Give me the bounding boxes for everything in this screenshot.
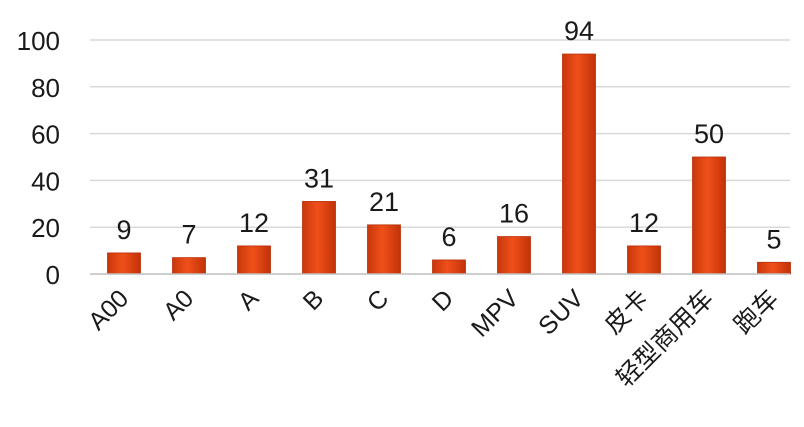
- x-tick-label-跑车: 跑车: [729, 284, 784, 339]
- y-tick-label-100: 100: [17, 26, 60, 56]
- x-tick-label-MPV: MPV: [466, 284, 524, 342]
- bar-皮卡: [627, 245, 661, 275]
- x-tick-label-皮卡: 皮卡: [599, 284, 654, 339]
- y-axis-ticks: 0 20 40 60 80 100: [17, 26, 60, 290]
- x-tick-label-C: C: [362, 284, 395, 317]
- bar-SUV: [562, 53, 596, 275]
- data-labels: 9 7 12 31 21 6 16 94 12 50 5: [116, 16, 781, 254]
- data-label-轻型商用车: 50: [694, 119, 724, 149]
- gridlines: [90, 39, 790, 228]
- x-tick-label-B: B: [298, 284, 330, 316]
- data-label-皮卡: 12: [629, 208, 659, 238]
- bar-A: [237, 245, 271, 275]
- x-tick-label-A00: A00: [83, 284, 134, 335]
- x-tick-label-SUV: SUV: [533, 284, 589, 340]
- bar-轻型商用车: [692, 156, 726, 275]
- data-label-A0: 7: [181, 220, 196, 250]
- data-label-跑车: 5: [766, 224, 781, 254]
- data-label-A: 12: [239, 208, 269, 238]
- x-tick-label-A: A: [233, 284, 265, 316]
- y-tick-label-20: 20: [31, 213, 60, 243]
- bar-C: [367, 224, 401, 275]
- x-tick-label-D: D: [427, 284, 460, 317]
- bar-A0: [172, 257, 206, 275]
- y-tick-label-80: 80: [31, 73, 60, 103]
- bars: [107, 53, 791, 275]
- bar-D: [432, 259, 466, 275]
- data-label-A00: 9: [116, 215, 131, 245]
- y-tick-label-0: 0: [46, 260, 60, 290]
- data-label-D: 6: [441, 222, 456, 252]
- data-label-SUV: 94: [564, 16, 594, 46]
- data-label-MPV: 16: [499, 199, 529, 229]
- y-tick-label-60: 60: [31, 120, 60, 150]
- y-tick-label-40: 40: [31, 166, 60, 196]
- data-label-C: 21: [369, 187, 399, 217]
- bar-跑车: [757, 261, 791, 275]
- bar-B: [302, 201, 336, 275]
- bar-MPV: [497, 236, 531, 275]
- data-label-B: 31: [304, 163, 334, 193]
- bar-A00: [107, 252, 141, 275]
- x-tick-label-A0: A0: [158, 284, 199, 325]
